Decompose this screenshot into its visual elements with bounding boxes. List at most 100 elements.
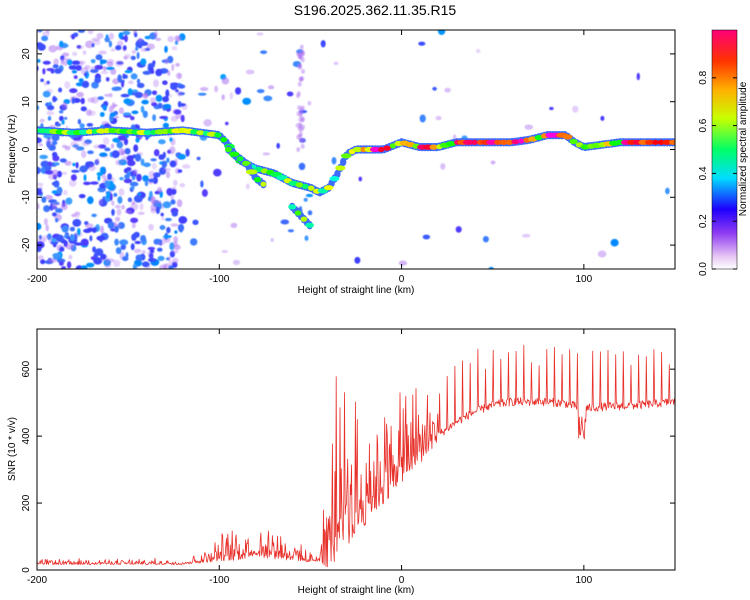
noise-speckle: [137, 211, 145, 215]
noise-speckle: [131, 175, 136, 181]
noise-speckle: [69, 179, 77, 187]
noise-speckle: [422, 234, 431, 240]
noise-speckle: [124, 148, 131, 155]
noise-speckle: [165, 89, 170, 98]
noise-speckle: [61, 102, 68, 109]
colorbar-ticks: 0.0 0.2 0.4 0.6 0.8: [698, 70, 737, 276]
noise-speckle: [75, 65, 82, 71]
noise-speckle: [41, 196, 47, 203]
noise-speckle: [65, 243, 75, 250]
noise-speckle: [142, 70, 152, 75]
noise-speckle: [94, 64, 104, 70]
x-tick-label: -200: [27, 575, 47, 586]
noise-speckle: [134, 153, 142, 162]
noise-speckle: [37, 255, 45, 261]
noise-speckle: [87, 196, 94, 205]
noise-speckle: [354, 256, 361, 264]
noise-speckle: [109, 193, 113, 201]
noise-speckle: [101, 174, 107, 179]
noise-speckle: [100, 253, 107, 260]
noise-speckle: [177, 101, 182, 108]
noise-speckle: [72, 219, 82, 227]
noise-speckle: [304, 235, 309, 241]
ridge-core: [288, 204, 297, 210]
noise-speckle: [37, 105, 40, 110]
noise-speckle: [176, 90, 183, 97]
noise-speckle: [170, 82, 178, 91]
noise-speckle: [213, 168, 222, 177]
ridge-lower: [288, 202, 315, 230]
noise-speckle: [80, 265, 88, 269]
noise-speckle: [80, 106, 87, 112]
noise-speckle: [99, 198, 103, 206]
ridge-core: [329, 176, 340, 182]
colorbar-tick-label: 0.0: [698, 262, 709, 276]
ridge-core: [108, 128, 118, 134]
noise-speckle: [44, 195, 54, 200]
colorbar: 0.0 0.2 0.4 0.6 0.8 Normalized spectral ampl…: [698, 29, 749, 276]
noise-speckle: [92, 39, 101, 46]
noise-speckle: [52, 64, 59, 69]
noise-speckle: [116, 141, 124, 149]
noise-speckle: [115, 247, 122, 255]
noise-speckle: [56, 186, 63, 195]
noise-speckle: [166, 226, 171, 234]
noise-speckle: [133, 231, 140, 238]
noise-speckle: [44, 165, 52, 171]
noise-speckle: [50, 70, 55, 74]
noise-speckle: [190, 238, 198, 246]
noise-speckle: [286, 91, 294, 97]
noise-speckle: [108, 105, 114, 113]
noise-speckle: [115, 216, 121, 222]
noise-speckle: [270, 238, 274, 242]
noise-speckle: [120, 93, 130, 98]
noise-speckle: [135, 137, 140, 143]
noise-speckle: [162, 80, 168, 85]
noise-speckle: [166, 188, 173, 196]
noise-speckle: [225, 121, 229, 126]
noise-speckle: [221, 94, 225, 101]
noise-speckle: [140, 58, 147, 66]
noise-speckle: [73, 98, 81, 103]
noise-speckle: [86, 123, 94, 127]
ridge-core: [276, 175, 288, 181]
noise-speckle: [280, 219, 290, 225]
noise-speckle: [300, 117, 305, 123]
noise-speckle: [116, 208, 122, 216]
noise-speckle: [37, 188, 42, 192]
snr-xlabel: Height of straight line (km): [298, 585, 415, 596]
noise-speckle: [99, 236, 103, 243]
noise-speckle: [122, 45, 127, 51]
noise-speckle: [53, 162, 60, 166]
noise-speckle: [126, 155, 134, 162]
noise-speckle: [114, 86, 122, 91]
noise-speckle: [64, 145, 71, 151]
noise-speckle: [61, 171, 68, 175]
noise-speckle: [70, 234, 75, 241]
noise-speckle: [85, 223, 94, 229]
noise-speckle: [140, 158, 145, 166]
noise-speckle: [170, 193, 174, 201]
noise-speckle: [43, 81, 48, 86]
noise-speckle: [161, 160, 168, 168]
noise-speckle: [45, 224, 49, 232]
ridge-core: [652, 139, 659, 145]
noise-speckle: [106, 66, 115, 70]
noise-speckle: [99, 166, 106, 174]
noise-speckle: [172, 257, 179, 264]
spectrogram-xlabel: Height of straight line (km): [298, 285, 415, 296]
noise-speckle: [79, 123, 85, 129]
noise-speckle: [37, 30, 40, 33]
ridge-core: [662, 139, 672, 145]
noise-speckle: [133, 144, 139, 152]
y-tick-label: 0: [21, 567, 32, 573]
ridge-core: [563, 134, 573, 140]
colorbar-tick-label: 0.6: [698, 118, 709, 132]
ridge-core: [253, 177, 262, 183]
noise-speckle: [262, 152, 271, 156]
ridge-core: [214, 132, 222, 138]
noise-speckle: [297, 81, 302, 87]
noise-speckle: [173, 109, 182, 115]
